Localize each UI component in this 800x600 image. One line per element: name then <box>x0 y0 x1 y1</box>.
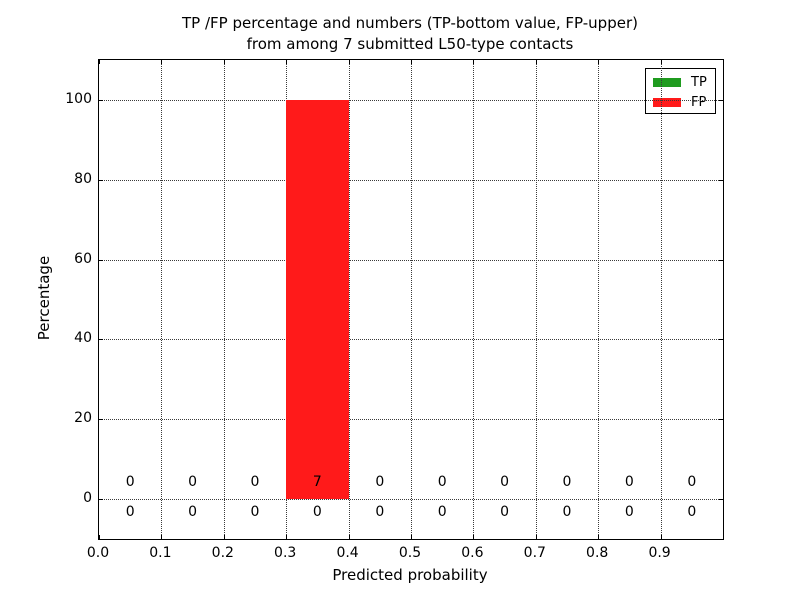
x-tick-top <box>660 60 662 64</box>
x-tick-top <box>99 60 100 64</box>
x-tick-bottom <box>348 535 350 539</box>
x-tick-label: 0.4 <box>336 545 359 561</box>
y-tick-right <box>719 259 723 261</box>
bar-fp <box>286 99 349 500</box>
x-tick-label: 0.0 <box>86 545 110 561</box>
x-tick-top <box>598 60 600 64</box>
y-tick-label: 40 <box>74 330 92 347</box>
count-fp: 0 <box>500 473 510 490</box>
legend-swatch-fp <box>653 97 681 107</box>
count-fp: 0 <box>250 473 260 490</box>
x-tick-label: 0.7 <box>523 545 546 561</box>
count-tp: 0 <box>125 504 135 521</box>
y-tick-left <box>99 99 103 101</box>
v-gridline <box>598 60 600 539</box>
v-gridline <box>660 60 662 539</box>
x-tick-bottom <box>99 535 100 539</box>
y-tick-left <box>99 419 103 421</box>
x-axis-label: Predicted probability <box>332 566 488 584</box>
y-tick-right <box>719 179 723 181</box>
y-tick-label: 20 <box>74 410 92 427</box>
y-tick-right <box>719 99 723 101</box>
y-tick-label: 0 <box>83 490 92 507</box>
legend: TP FP <box>645 68 716 114</box>
count-fp: 0 <box>562 473 572 490</box>
x-tick-bottom <box>411 535 412 539</box>
y-tick-right <box>719 339 723 341</box>
y-tick-left <box>99 179 103 181</box>
count-tp: 0 <box>500 504 510 521</box>
y-tick-label: 100 <box>65 90 92 107</box>
count-tp: 0 <box>437 504 447 521</box>
x-tick-bottom <box>473 535 475 539</box>
chart-title-line-1: TP /FP percentage and numbers (TP-bottom… <box>182 14 638 32</box>
x-tick-bottom <box>660 535 662 539</box>
legend-label-tp: TP <box>691 74 707 90</box>
count-tp: 0 <box>250 504 260 521</box>
legend-item-tp: TP <box>646 72 715 92</box>
legend-swatch-tp <box>653 77 681 87</box>
v-gridline <box>411 60 412 539</box>
legend-label-fp: FP <box>691 94 707 110</box>
x-tick-label: 0.5 <box>398 545 422 561</box>
count-fp: 0 <box>624 473 634 490</box>
count-tp: 0 <box>624 504 634 521</box>
y-tick-left <box>99 259 103 261</box>
x-tick-top <box>411 60 412 64</box>
y-tick-right <box>719 419 723 421</box>
x-tick-top <box>473 60 475 64</box>
legend-item-fp: FP <box>646 92 715 112</box>
x-tick-bottom <box>223 535 225 539</box>
v-gridline <box>348 60 350 539</box>
chart-title: TP /FP percentage and numbers (TP-bottom… <box>98 13 722 55</box>
v-gridline <box>223 60 225 539</box>
y-tick-label: 80 <box>74 170 92 187</box>
count-tp: 0 <box>375 504 385 521</box>
chart-title-line-2: from among 7 submitted L50-type contacts <box>246 35 574 53</box>
count-tp: 0 <box>312 504 322 521</box>
v-gridline <box>161 60 163 539</box>
plot-area: TP FP 0 0 0 0 0 0 0 0 0 0 0 0 0 7 0 0 0 0 0 0 <box>98 59 724 540</box>
x-tick-label: 0.2 <box>211 545 234 561</box>
x-tick-label: 0.1 <box>149 545 172 561</box>
count-tp: 0 <box>562 504 572 521</box>
x-tick-top <box>286 60 288 64</box>
count-fp: 0 <box>125 473 135 490</box>
x-tick-top <box>535 60 537 64</box>
x-tick-bottom <box>161 535 163 539</box>
x-tick-label: 0.6 <box>461 545 484 561</box>
v-gridline <box>535 60 537 539</box>
x-tick-label: 0.8 <box>586 545 609 561</box>
count-fp: 0 <box>437 473 447 490</box>
x-tick-top <box>223 60 225 64</box>
y-tick-left <box>99 499 103 501</box>
y-tick-right <box>719 499 723 501</box>
x-tick-top <box>348 60 350 64</box>
x-tick-top <box>161 60 163 64</box>
v-gridline <box>473 60 475 539</box>
x-tick-bottom <box>598 535 600 539</box>
x-tick-bottom <box>286 535 288 539</box>
count-tp: 0 <box>188 504 198 521</box>
count-fp: 0 <box>687 473 697 490</box>
x-tick-label: 0.3 <box>274 545 297 561</box>
y-tick-left <box>99 339 103 341</box>
y-tick-label: 60 <box>74 250 92 267</box>
count-tp: 0 <box>687 504 697 521</box>
count-fp: 7 <box>312 473 322 490</box>
x-tick-label: 0.9 <box>648 545 671 561</box>
x-tick-bottom <box>535 535 537 539</box>
count-fp: 0 <box>375 473 385 490</box>
count-fp: 0 <box>188 473 198 490</box>
